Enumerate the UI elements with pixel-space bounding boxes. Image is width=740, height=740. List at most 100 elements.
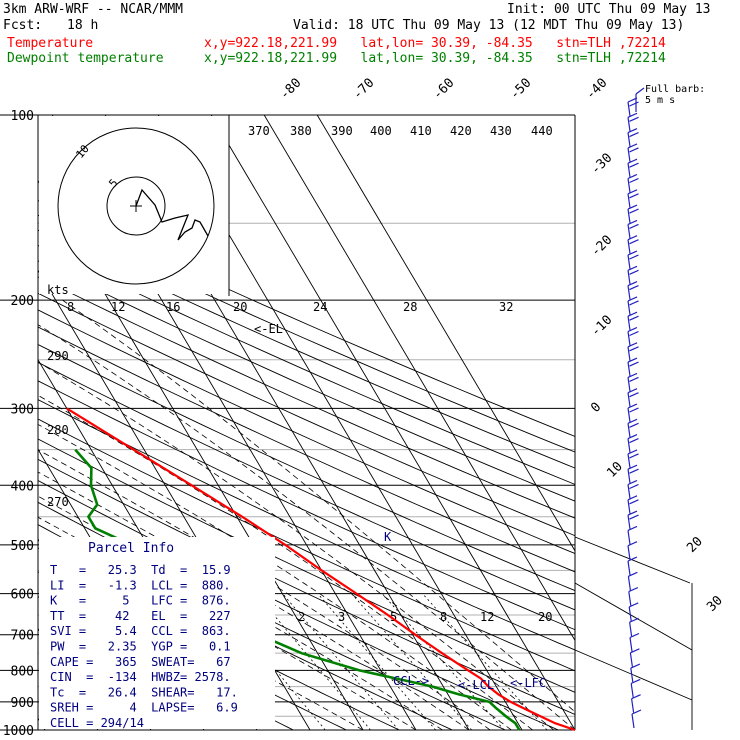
parcel-row: CIN = -134 HWBZ= 2578. — [50, 670, 231, 684]
wind-barb-staff — [629, 622, 633, 637]
wind-barb-staff — [627, 300, 631, 315]
wind-barb-staff — [627, 453, 631, 468]
wind-barb-staff — [627, 362, 631, 377]
wind-barb-flag — [627, 189, 638, 195]
wind-barb-flag — [627, 281, 638, 287]
parcel-info-box: Parcel Info T = 25.3 Td = 15.9LI = -1.3 L… — [39, 537, 275, 730]
isotherm-label: -80 — [277, 76, 304, 103]
model-title: 3km ARW-WRF -- NCAR/MMM — [3, 2, 184, 17]
wind-barb-staff — [627, 377, 631, 392]
wind-barb-staff — [627, 132, 631, 147]
wind-barb-flag — [627, 403, 638, 409]
wind-barb-flag — [627, 219, 638, 225]
hodograph-background — [39, 116, 229, 294]
dry-adiabat-line — [38, 380, 575, 631]
kts-label: kts — [47, 283, 69, 297]
wind-barb-flag — [628, 587, 639, 593]
wind-barb-flag — [627, 388, 638, 394]
pressure-label-900: 900 — [11, 696, 34, 711]
parcel-row: K = 5 LFC = 876. — [50, 594, 231, 608]
parcel-row: T = 25.3 Td = 15.9 — [50, 563, 231, 577]
wind-barb-flag — [629, 346, 639, 352]
pressure-label-600: 600 — [11, 588, 34, 603]
theta-left-label: 270 — [47, 495, 69, 509]
speed-tick-label: 16 — [166, 300, 180, 314]
pressure-label-700: 700 — [11, 629, 34, 644]
isotherm-label: 0 — [588, 400, 604, 416]
isotherm-label: -70 — [350, 76, 377, 103]
wind-barb-flag — [629, 617, 639, 623]
parcel-background — [39, 537, 275, 729]
theta-left-label: 280 — [47, 423, 69, 437]
parcel-title: Parcel Info — [88, 541, 174, 556]
wind-barb-flag — [629, 483, 639, 490]
parcel-row: SVI = 5.4 CCL = 863. — [50, 624, 231, 638]
wind-barb-flag — [629, 223, 639, 229]
mixing-ratio-label: 3 — [338, 610, 345, 624]
wind-barb-flag — [629, 269, 639, 275]
legend-dewpoint-location: x,y=922.18,221.99 lat,lon= 30.39, -84.35… — [204, 51, 666, 66]
speed-tick-label: 20 — [233, 300, 247, 314]
wind-barb-staff — [627, 576, 631, 591]
wind-barb-staff — [627, 163, 631, 178]
dry-adiabat-line — [38, 229, 575, 469]
mixing-ratio-label: 2 — [298, 610, 305, 624]
wind-barb-flag — [627, 541, 638, 547]
wind-barb-flag — [629, 407, 639, 413]
wind-barb-staff — [628, 606, 632, 621]
wind-barb-flag — [627, 357, 638, 363]
wind-barb-flag — [629, 177, 639, 184]
wind-barb-staff — [627, 101, 631, 117]
wind-barb-flag — [629, 438, 639, 444]
wind-barb-flag — [629, 315, 639, 321]
isotherm-line — [210, 115, 575, 730]
theta-label: 380 — [290, 124, 312, 138]
extension-line — [574, 582, 693, 651]
lcl-marker: <-LCL — [458, 678, 494, 692]
wind-barb-staff — [627, 515, 631, 530]
dry-adiabat-line — [38, 292, 575, 537]
wind-barb-staff — [627, 545, 631, 560]
wind-barbs — [627, 97, 642, 729]
valid-time: Valid: 18 UTC Thu 09 May 13 (12 MDT Thu … — [293, 18, 685, 33]
theta-label: 430 — [490, 124, 512, 138]
wind-barb-flag — [631, 694, 641, 700]
speed-tick-label: 8 — [67, 300, 74, 314]
wind-barb-flag — [630, 663, 641, 669]
theta-label: 400 — [370, 124, 392, 138]
wind-barb-flag — [629, 453, 639, 459]
wind-barb-flag — [627, 464, 638, 470]
wind-barb-staff — [627, 209, 631, 224]
wind-barb-flag — [629, 116, 639, 122]
isotherm-label: -10 — [588, 313, 615, 340]
isotherm-line — [263, 115, 575, 642]
dry-adiabat-line — [38, 418, 575, 672]
wind-barb-staff — [627, 560, 631, 576]
pressure-label-1000: 1000 — [3, 724, 34, 739]
dry-adiabat-line — [38, 361, 575, 611]
wind-barb-flag — [629, 468, 639, 474]
theta-label: 370 — [248, 124, 270, 138]
parcel-row: CAPE = 365 SWEAT= 67 — [50, 655, 231, 669]
isotherm-label: -40 — [583, 76, 610, 103]
isotherm-label: 30 — [704, 593, 726, 615]
mixing-ratio-line — [255, 593, 371, 730]
isotherm-label: -50 — [507, 76, 534, 103]
k-marker: K — [384, 530, 392, 544]
mixing-ratio-label: 20 — [538, 610, 552, 624]
temperature-trace — [66, 407, 576, 732]
full-barb-label: Full barb: — [645, 84, 705, 95]
wind-barb-flag — [629, 147, 639, 153]
dry-adiabat-line — [38, 199, 575, 437]
theta-label: 390 — [331, 124, 353, 138]
dry-adiabat-line — [38, 214, 575, 453]
wind-barb-staff — [627, 178, 631, 193]
wind-barb-flag — [629, 239, 639, 245]
hodograph-ring — [57, 127, 215, 285]
hodograph: 510 — [39, 115, 230, 296]
wind-barb-staff — [629, 652, 633, 667]
wind-barb-flag — [627, 296, 638, 302]
pressure-label-800: 800 — [11, 664, 34, 679]
wind-barb-flag — [629, 422, 639, 428]
theta-label: 440 — [531, 124, 553, 138]
